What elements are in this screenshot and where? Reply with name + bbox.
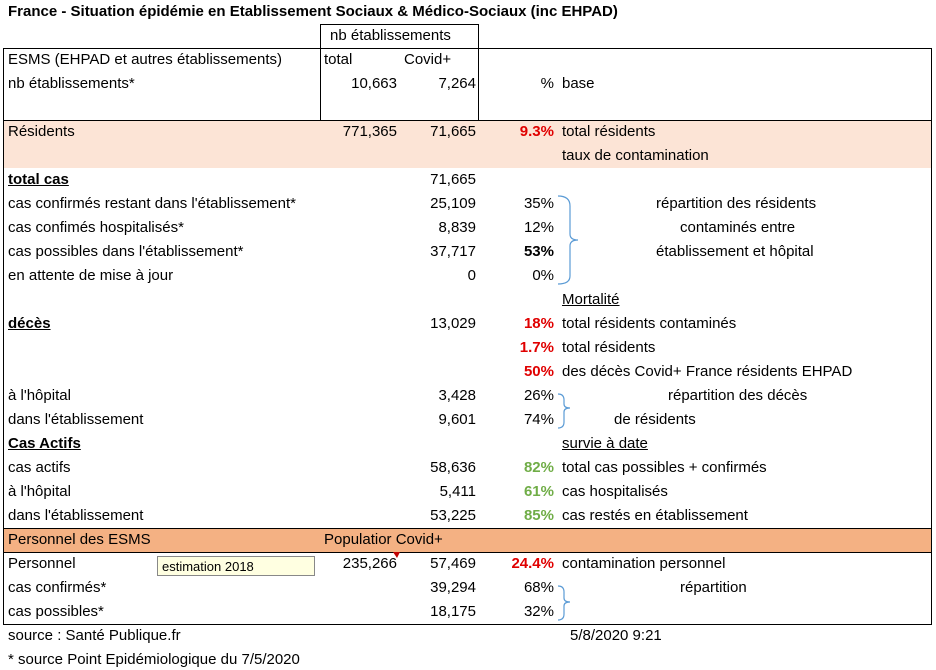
total-cell: 235,266 — [342, 555, 397, 572]
row-label: total cas — [8, 171, 69, 188]
note-cell: total cas possibles + confirmés — [562, 459, 767, 476]
covid-cell: 0 — [467, 267, 476, 284]
note-cell: de résidents — [614, 411, 696, 428]
note-cell: total résidents contaminés — [562, 315, 737, 332]
comment-indicator — [393, 552, 400, 558]
row-label: Résidents — [8, 123, 75, 140]
footnote: * source Point Epidémiologique du 7/5/20… — [8, 651, 300, 668]
pct-cell: 26% — [523, 387, 554, 404]
note-cell: cas restés en établissement — [562, 507, 748, 524]
staff-band — [3, 528, 932, 552]
covid-cell: 53,225 — [430, 507, 476, 524]
pct-cell: 61% — [523, 483, 554, 500]
covid-cell: 39,294 — [430, 579, 476, 596]
bracket — [557, 585, 571, 621]
note-cell: total résidents — [562, 339, 656, 356]
pct-cell: 35% — [523, 195, 554, 212]
covid-cell: 5,411 — [439, 483, 476, 500]
covid-cell: 13,029 — [430, 315, 476, 332]
pct-cell: 1.7% — [519, 339, 554, 356]
bracket — [557, 393, 571, 429]
note-cell: contaminés entre — [680, 219, 796, 236]
row-label: cas confimés hospitalisés* — [8, 219, 184, 236]
row-label: cas actifs — [8, 459, 71, 476]
row-label: Personnel des ESMS — [8, 531, 151, 548]
pct-cell: 18% — [523, 315, 554, 332]
pct-cell: 0% — [532, 267, 554, 284]
source: source : Santé Publique.fr — [8, 627, 181, 644]
row-label: Personnel — [8, 555, 76, 572]
pct-cell: 12% — [523, 219, 554, 236]
row-label: nb établissements* — [8, 75, 135, 92]
residents-band — [3, 120, 932, 168]
row-label: cas confirmés restant dans l'établisseme… — [8, 195, 296, 212]
row-label: cas confirmés* — [8, 579, 107, 596]
note-cell: cas hospitalisés — [562, 483, 668, 500]
group-header-box — [320, 24, 479, 49]
covid-cell: 7,264 — [438, 75, 476, 92]
pct-cell: 9.3% — [519, 123, 554, 140]
note-cell: total résidents — [562, 123, 656, 140]
row-label: cas possibles dans l'établissement* — [8, 243, 244, 260]
bracket — [557, 195, 579, 285]
note-cell: répartition — [680, 579, 747, 596]
covid-cell: 18,175 — [430, 603, 476, 620]
pct-cell: % — [540, 75, 554, 92]
pct-cell: 82% — [523, 459, 554, 476]
pct-cell: 24.4% — [511, 555, 554, 572]
brackets — [557, 195, 579, 621]
note-cell: Mortalité — [562, 291, 620, 308]
pct-cell: 50% — [523, 363, 554, 380]
timestamp: 5/8/2020 9:21 — [570, 627, 662, 644]
row-label: décès — [8, 315, 51, 332]
covid-cell: 71,665 — [430, 171, 476, 188]
note-cell: répartition des résidents — [656, 195, 817, 212]
covid-cell: 71,665 — [430, 123, 476, 140]
total-cell: 771,365 — [342, 123, 397, 140]
covid-cell: 9,601 — [438, 411, 476, 428]
note-cell: répartition des décès — [668, 387, 808, 404]
covid-cell: 3,428 — [438, 387, 476, 404]
column-group: nb établissements — [330, 27, 451, 44]
covid-cell: 58,636 — [430, 459, 476, 476]
header-total: total — [324, 51, 353, 68]
row-label: cas possibles* — [8, 603, 104, 620]
row-label: à l'hôpital — [8, 483, 71, 500]
row-label: dans l'établissement — [8, 411, 144, 428]
note-cell: contamination personnel — [562, 555, 726, 572]
title: France - Situation épidémie en Etablisse… — [8, 3, 618, 20]
pct-cell: 74% — [523, 411, 554, 428]
row-label: à l'hôpital — [8, 387, 71, 404]
covid-cell: 37,717 — [430, 243, 476, 260]
covid-cell: 8,839 — [438, 219, 476, 236]
note-cell: base — [562, 75, 595, 92]
cell-comment: estimation 2018 — [157, 556, 315, 576]
total-cell: 10,663 — [351, 75, 397, 92]
group-label: Populatior Covid+ — [324, 531, 443, 548]
covid-cell: 57,469 — [430, 555, 476, 572]
note-cell: taux de contamination — [562, 147, 709, 164]
header-covid: Covid+ — [404, 51, 452, 68]
row-label: dans l'établissement — [8, 507, 144, 524]
pct-cell: 32% — [523, 603, 554, 620]
row-label: Cas Actifs — [8, 435, 81, 452]
note-cell: des décès Covid+ France résidents EHPAD — [562, 363, 853, 380]
covid-cell: 25,109 — [430, 195, 476, 212]
note-cell: survie à date — [562, 435, 648, 452]
note-cell: établissement et hôpital — [656, 243, 814, 260]
pct-cell: 53% — [523, 243, 554, 260]
header-label: ESMS (EHPAD et autres établissements) — [8, 51, 282, 68]
pct-cell: 68% — [523, 579, 554, 596]
row-label: en attente de mise à jour — [8, 267, 174, 284]
pct-cell: 85% — [523, 507, 554, 524]
